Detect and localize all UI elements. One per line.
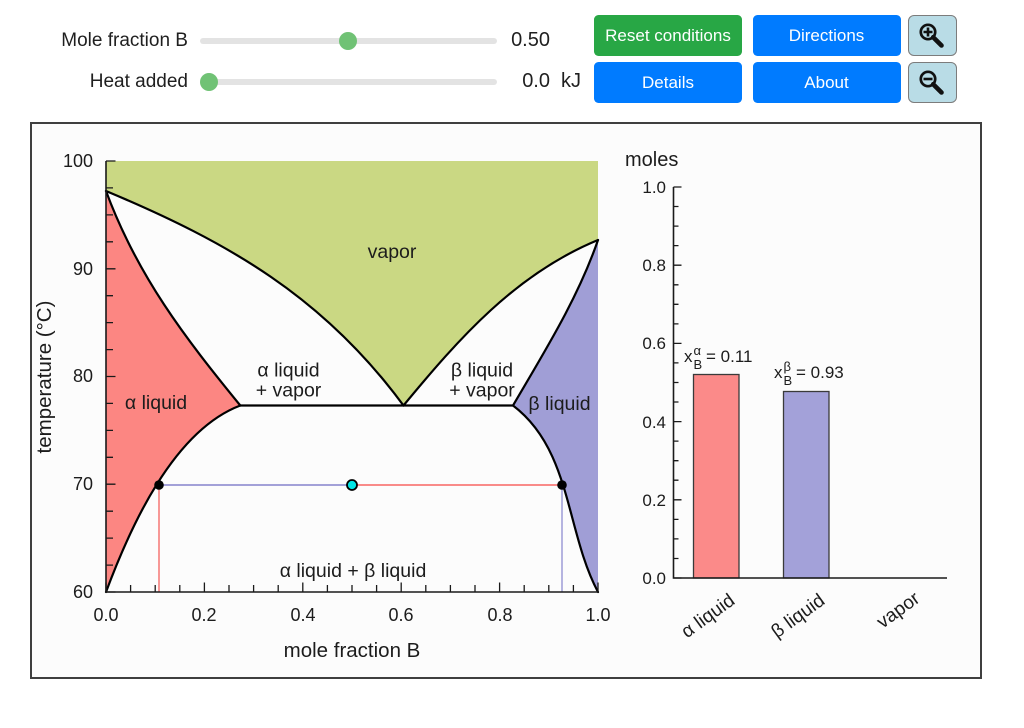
svg-text:mole fraction B: mole fraction B xyxy=(284,639,421,662)
svg-text:70: 70 xyxy=(73,474,93,494)
svg-text:60: 60 xyxy=(73,582,93,602)
svg-text:0.2: 0.2 xyxy=(642,491,666,510)
svg-text:α: α xyxy=(694,343,702,358)
svg-text:0.2: 0.2 xyxy=(191,605,216,625)
svg-text:x: x xyxy=(774,363,783,382)
svg-text:90: 90 xyxy=(73,259,93,279)
svg-text:0.6: 0.6 xyxy=(388,605,413,625)
svg-text:B: B xyxy=(784,373,793,388)
svg-text:β: β xyxy=(784,359,791,374)
svg-text:80: 80 xyxy=(73,366,93,386)
svg-text:moles: moles xyxy=(625,149,678,171)
svg-text:B: B xyxy=(694,357,703,372)
svg-text:0.0: 0.0 xyxy=(93,605,118,625)
svg-text:α liquid + β liquid: α liquid + β liquid xyxy=(280,560,427,582)
svg-text:β liquid: β liquid xyxy=(451,360,513,382)
svg-text:+ vapor: + vapor xyxy=(256,380,322,402)
svg-text:α liquid: α liquid xyxy=(257,360,319,382)
svg-text:0.4: 0.4 xyxy=(642,413,666,432)
svg-text:0.8: 0.8 xyxy=(642,256,666,275)
svg-text:temperature (°C): temperature (°C) xyxy=(33,301,56,454)
svg-text:0.8: 0.8 xyxy=(487,605,512,625)
svg-text:x: x xyxy=(684,347,693,366)
svg-text:= 0.93: = 0.93 xyxy=(796,363,844,382)
svg-text:0.6: 0.6 xyxy=(642,334,666,353)
svg-text:0.0: 0.0 xyxy=(642,569,666,588)
svg-text:100: 100 xyxy=(63,151,93,171)
svg-text:= 0.11: = 0.11 xyxy=(706,347,752,366)
svg-text:1.0: 1.0 xyxy=(642,178,666,197)
svg-text:0.4: 0.4 xyxy=(290,605,315,625)
svg-text:1.0: 1.0 xyxy=(585,605,610,625)
svg-text:vapor: vapor xyxy=(368,241,417,263)
svg-text:β liquid: β liquid xyxy=(528,393,590,415)
svg-text:+ vapor: + vapor xyxy=(449,380,515,402)
svg-text:α liquid: α liquid xyxy=(125,392,187,414)
